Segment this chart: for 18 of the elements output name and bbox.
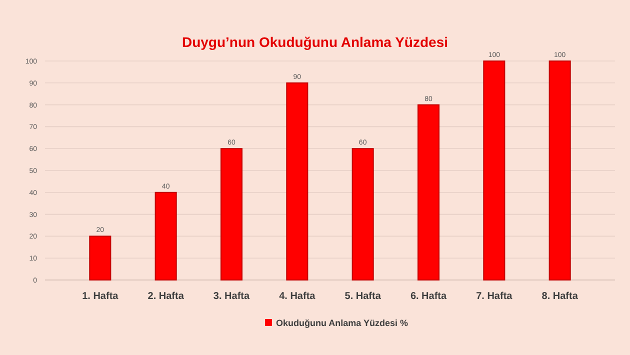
x-tick-label: 6. Hafta xyxy=(410,291,447,302)
legend-label: Okuduğunu Anlama Yüzdesi % xyxy=(276,318,408,328)
bar xyxy=(89,236,112,280)
bar xyxy=(154,192,177,280)
x-tick-label: 1. Hafta xyxy=(82,291,119,302)
bar xyxy=(286,82,308,280)
bar xyxy=(417,104,440,280)
x-tick-label: 3. Hafta xyxy=(213,291,250,302)
bar xyxy=(548,60,571,280)
x-tick-label: 7. Hafta xyxy=(476,291,513,302)
x-tick-label: 8. Hafta xyxy=(542,291,578,302)
x-tick-label: 4. Hafta xyxy=(279,291,316,302)
bar xyxy=(220,148,243,280)
x-tick-label: 5. Hafta xyxy=(344,291,382,302)
chart-title: Duygu’nun Okuduğunu Anlama Yüzdesi xyxy=(182,34,448,50)
bar xyxy=(483,60,506,280)
x-tick-label: 2. Hafta xyxy=(148,291,184,302)
bar xyxy=(352,148,374,280)
